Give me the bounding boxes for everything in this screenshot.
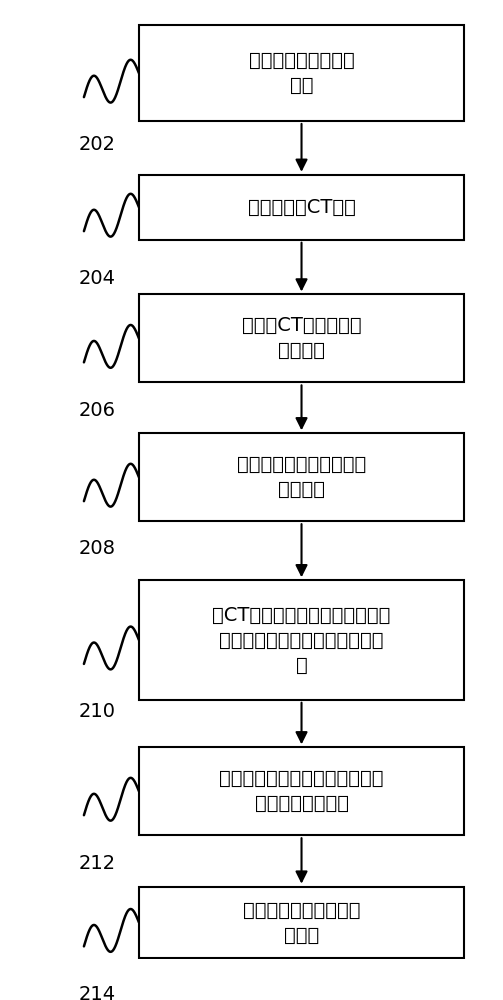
Text: 提取出CT图像中的传
感器位置: 提取出CT图像中的传 感器位置 <box>242 316 361 360</box>
Text: 204: 204 <box>79 269 116 288</box>
Text: 212: 212 <box>79 854 116 873</box>
Text: 210: 210 <box>79 702 116 721</box>
Text: 214: 214 <box>79 985 116 1000</box>
Text: 显示相似度测量值的时
间曲线: 显示相似度测量值的时 间曲线 <box>243 900 360 944</box>
FancyBboxPatch shape <box>139 433 464 521</box>
FancyBboxPatch shape <box>139 747 464 835</box>
FancyBboxPatch shape <box>139 887 464 958</box>
FancyBboxPatch shape <box>139 580 464 700</box>
Text: 将传感器放置在病人
身上: 将传感器放置在病人 身上 <box>248 51 355 95</box>
Text: 算CT图像中的传感器位置和实时
传感器位置之间的相对性的相似
度: 算CT图像中的传感器位置和实时 传感器位置之间的相对性的相似 度 <box>212 605 391 674</box>
Text: 通过追踪设备读取实时传
感器位置: 通过追踪设备读取实时传 感器位置 <box>237 455 366 499</box>
Text: 基于所述相似度测量值确定实时
最佳探针插入时间: 基于所述相似度测量值确定实时 最佳探针插入时间 <box>219 769 384 813</box>
Text: 208: 208 <box>79 539 116 558</box>
FancyBboxPatch shape <box>139 175 464 240</box>
Text: 获取病人的CT图像: 获取病人的CT图像 <box>247 198 356 217</box>
FancyBboxPatch shape <box>139 294 464 382</box>
Text: 206: 206 <box>79 401 116 420</box>
Text: 202: 202 <box>79 135 116 154</box>
FancyBboxPatch shape <box>139 25 464 121</box>
